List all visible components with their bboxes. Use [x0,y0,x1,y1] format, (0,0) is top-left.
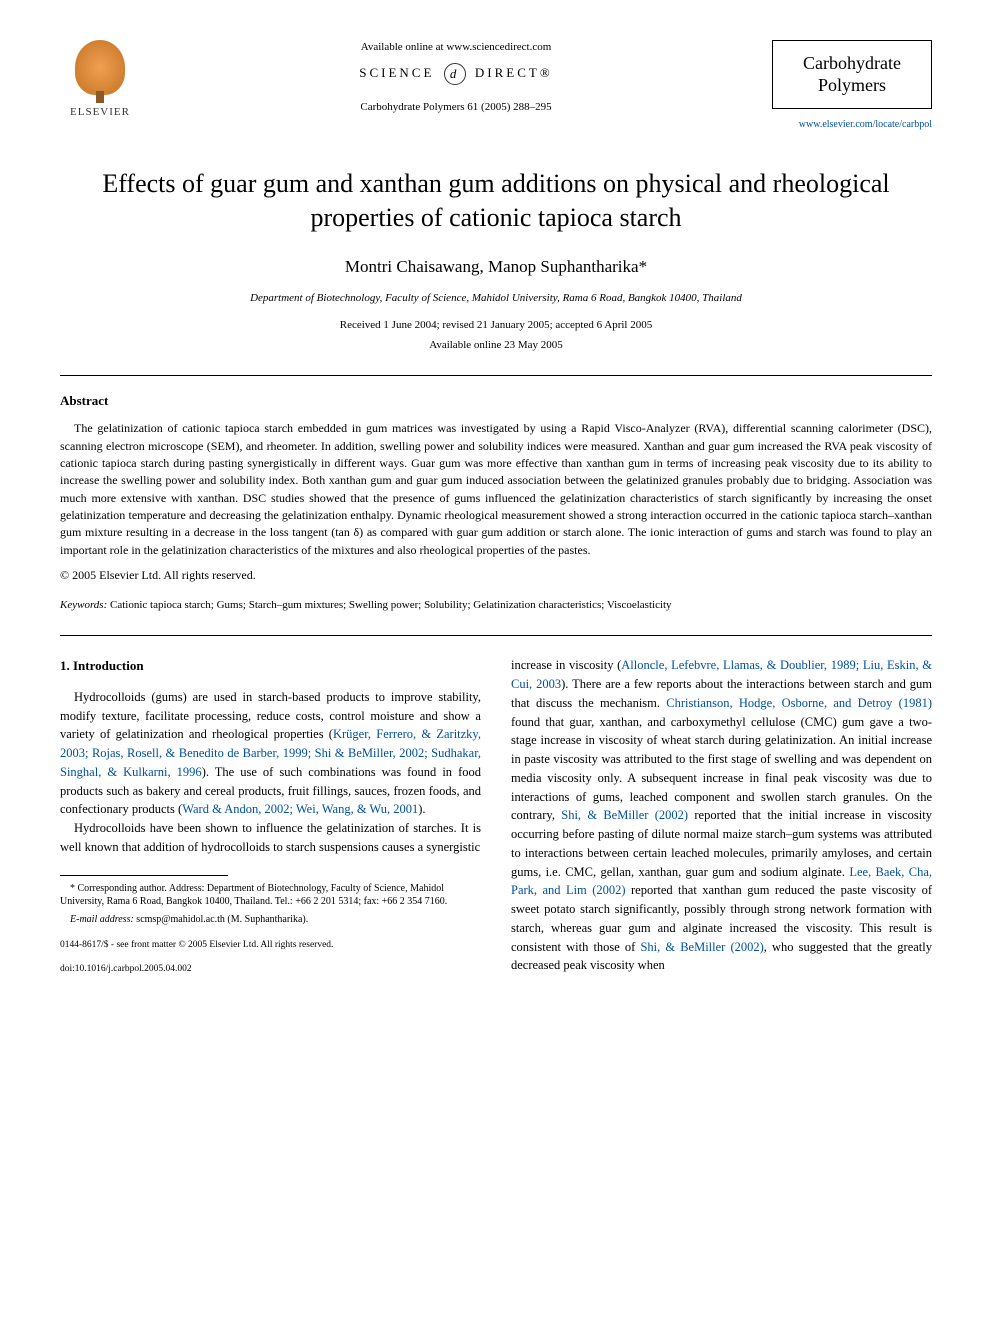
rp1c: found that guar, xanthan, and carboxymet… [511,715,932,823]
available-online-text: Available online at www.sciencedirect.co… [160,40,752,55]
right-column: increase in viscosity (Alloncle, Lefebvr… [511,656,932,975]
dates-received: Received 1 June 2004; revised 21 January… [60,318,932,333]
journal-title-line2: Polymers [818,75,886,95]
cite-shi2[interactable]: Shi, & BeMiller (2002) [640,940,763,954]
footer-doi: doi:10.1016/j.carbpol.2005.04.002 [60,963,481,975]
intro-left-p2: Hydrocolloids have been shown to influen… [60,819,481,857]
journal-title-box: Carbohydrate Polymers [772,40,932,109]
affiliation: Department of Biotechnology, Faculty of … [60,291,932,306]
footnote-email: E-mail address: scmsp@mahidol.ac.th (M. … [60,912,481,927]
article-title: Effects of guar gum and xanthan gum addi… [100,167,892,235]
abstract-text: The gelatinization of cationic tapioca s… [60,420,932,559]
journal-title-line1: Carbohydrate [803,53,901,73]
sd-suffix: DIRECT® [475,65,553,80]
divider-top [60,375,932,376]
sciencedirect-logo: SCIENCE d DIRECT® [160,63,752,85]
p1c: ). [418,802,425,816]
corresponding-author-footnote: * Corresponding author. Address: Departm… [60,882,481,909]
abstract-copyright: © 2005 Elsevier Ltd. All rights reserved… [60,567,932,584]
abstract-body: The gelatinization of cationic tapioca s… [60,421,932,557]
intro-right-p1: increase in viscosity (Alloncle, Lefebvr… [511,656,932,975]
elsevier-tree-icon [75,40,125,95]
sd-prefix: SCIENCE [359,65,434,80]
cite-ward[interactable]: Ward & Andon, 2002; Wei, Wang, & Wu, 200… [182,802,418,816]
left-column: 1. Introduction Hydrocolloids (gums) are… [60,656,481,975]
authors: Montri Chaisawang, Manop Suphantharika* [60,255,932,279]
footer-issn: 0144-8617/$ - see front matter © 2005 El… [60,939,481,951]
email-label: E-mail address: [70,914,134,925]
journal-citation: Carbohydrate Polymers 61 (2005) 288–295 [160,100,752,115]
cite-christianson[interactable]: Christianson, Hodge, Osborne, and Detroy… [666,696,932,710]
journal-url-link[interactable]: www.elsevier.com/locate/carbpol [799,119,932,130]
body-columns: 1. Introduction Hydrocolloids (gums) are… [60,656,932,975]
cite-shi1[interactable]: Shi, & BeMiller (2002) [561,808,688,822]
abstract-heading: Abstract [60,392,932,410]
dates-online: Available online 23 May 2005 [60,338,932,353]
footnote-divider [60,875,228,876]
rp1a: increase in viscosity ( [511,658,621,672]
keywords-row: Keywords: Cationic tapioca starch; Gums;… [60,598,932,613]
sd-at-icon: d [444,63,466,85]
journal-box: Carbohydrate Polymers www.elsevier.com/l… [772,40,932,132]
header-center: Available online at www.sciencedirect.co… [140,40,772,116]
keywords-label: Keywords: [60,599,107,611]
publisher-name: ELSEVIER [60,105,140,120]
header-row: ELSEVIER Available online at www.science… [60,40,932,132]
keywords-text: Cationic tapioca starch; Gums; Starch–gu… [107,599,671,611]
intro-heading: 1. Introduction [60,656,481,676]
email-value: scmsp@mahidol.ac.th (M. Suphantharika). [134,914,308,925]
divider-bottom [60,635,932,636]
intro-left-p1: Hydrocolloids (gums) are used in starch-… [60,688,481,819]
publisher-logo: ELSEVIER [60,40,140,120]
